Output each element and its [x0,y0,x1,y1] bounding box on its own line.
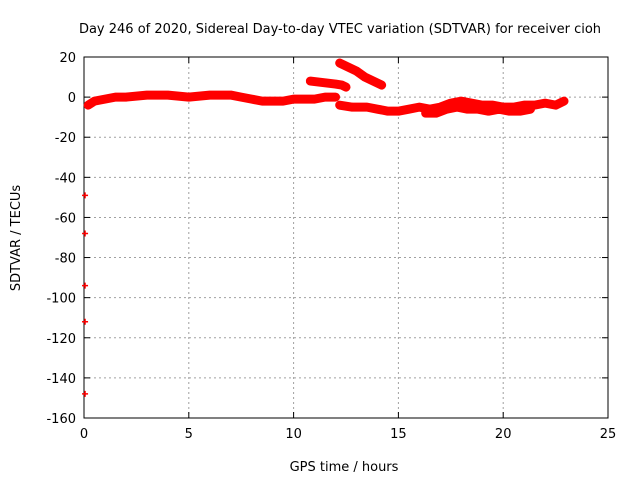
data-point [360,73,369,82]
data-point [515,107,524,116]
data-point [314,78,323,87]
data-point [84,101,93,110]
chart-title: Day 246 of 2020, Sidereal Day-to-day VTE… [79,22,601,37]
data-point [342,83,350,92]
data-marks [82,58,569,397]
data-point [82,390,89,397]
series-short-arc-1 [305,76,351,92]
data-point [541,99,550,108]
data-point [373,105,382,114]
x-tick-label: 5 [185,427,193,442]
data-point [205,91,214,100]
data-point [90,97,99,106]
data-point [377,81,386,90]
data-point [163,91,172,100]
data-point [142,91,151,100]
data-point [300,95,309,104]
x-tick-label: 0 [80,427,88,442]
data-point [442,105,451,114]
data-point [495,105,504,114]
y-tick-label: -20 [55,131,76,146]
series-rising-arc [335,58,387,90]
data-point [184,93,193,102]
data-point [453,103,462,112]
data-point [331,93,340,102]
data-point [551,101,560,110]
data-point [421,109,430,118]
data-point [258,97,267,106]
data-point [484,107,493,116]
data-point [237,93,246,102]
data-point [526,105,535,114]
y-tick-label: -120 [46,332,76,347]
data-point [335,59,344,68]
series-main-arc [83,90,341,110]
data-point [323,79,332,88]
plot-frame [83,56,609,419]
data-point [247,95,256,104]
x-tick-label: 20 [495,427,512,442]
y-tick-label: -140 [46,372,76,387]
data-point [404,105,413,114]
grid-lines [84,57,608,418]
x-tick-label: 15 [390,427,407,442]
data-point [383,107,392,116]
y-tick-label: -80 [55,252,76,267]
y-tick-label: -60 [55,211,76,226]
data-point [82,192,89,199]
data-point [348,103,357,112]
data-point [463,105,472,114]
data-point [559,97,568,106]
data-point [111,93,120,102]
data-point [82,318,89,325]
x-axis-label: GPS time / hours [290,460,399,475]
axis-ticks: 0 5 10 15 20 25 20 0 -20 -40 -60 -80 -100 -120 -140 -16… [46,51,616,442]
data-point [394,107,403,116]
data-point [82,282,89,289]
y-tick-label: -100 [46,292,76,307]
x-tick-label: 10 [285,427,302,442]
data-point [352,67,361,76]
data-point [331,80,340,89]
data-point [310,95,319,104]
data-point [306,77,315,86]
x-tick-label: 25 [600,427,617,442]
data-point [335,101,344,110]
data-point [321,93,330,102]
data-point [369,77,378,86]
data-point [362,103,371,112]
y-tick-label: 20 [59,51,76,66]
data-point [344,63,353,72]
y-tick-label: -160 [46,412,76,427]
data-point [474,105,483,114]
data-point [268,97,277,106]
y-axis-label: SDTVAR / TECUs [9,185,24,292]
data-point [289,95,298,104]
data-point [100,95,109,104]
data-point [82,230,89,237]
data-point [279,97,288,106]
series-late-arc-lower [421,102,535,118]
data-point [121,93,130,102]
series-outliers [82,192,89,397]
data-point [432,109,441,118]
data-point [415,103,424,112]
y-tick-label: -40 [55,171,76,186]
data-point [337,81,346,90]
data-point [226,91,235,100]
data-point [505,107,514,116]
y-tick-label: 0 [68,91,76,106]
